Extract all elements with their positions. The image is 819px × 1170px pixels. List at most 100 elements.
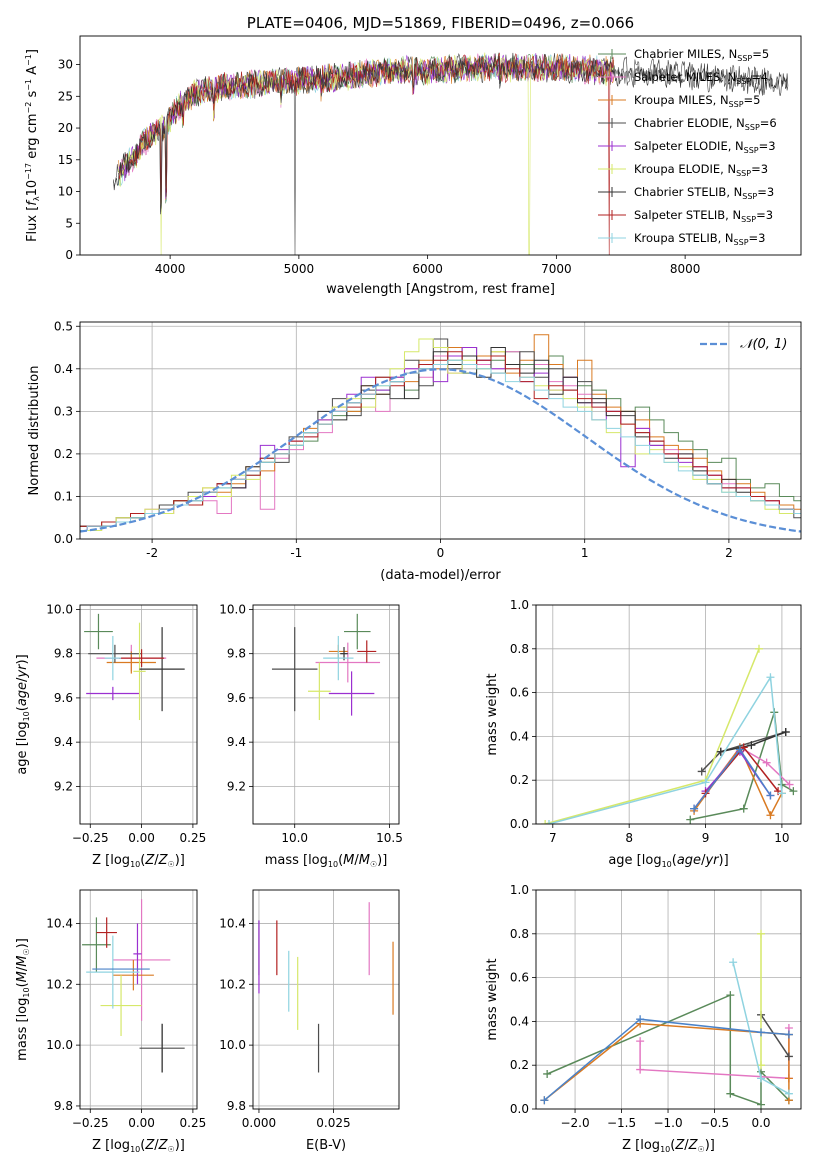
errorbar — [88, 644, 142, 663]
mass_vs_Z-axes: −0.25 0.00 0.25 9.8 10.0 10.2 10.4 — [46, 890, 206, 1130]
weight-series-line — [760, 1014, 790, 1057]
weight-point-marker — [726, 991, 735, 1000]
spectrum-legend: Chabrier MILES, NSSP=5 Salpeter MILES, NS… — [598, 47, 777, 247]
x-tick-label: 10.0 — [281, 831, 308, 845]
weight-point-marker — [739, 804, 748, 813]
weight-point-marker — [784, 1030, 793, 1039]
y-tick-label: 0.4 — [510, 729, 529, 743]
y-tick-label: 0.4 — [54, 362, 73, 376]
y-tick-label: 10.0 — [46, 1038, 73, 1052]
errorbar — [96, 917, 117, 948]
x-tick-label: 10.5 — [376, 831, 403, 845]
weight_vs_Z-y-axis-label: mass weight — [485, 958, 500, 1040]
y-tick-label: 1.0 — [510, 883, 529, 897]
y-tick-label: 0.4 — [510, 1014, 529, 1028]
x-tick-label: −0.5 — [700, 1116, 729, 1130]
weight-point-marker — [735, 745, 744, 754]
mass_vs_Z-errorbars — [82, 899, 185, 1073]
x-tick-label: 0.00 — [128, 831, 155, 845]
weight_vs_Z-x-axis-label: Z [log10(Z/Z☉)] — [622, 1138, 715, 1154]
y-tick-label: 9.2 — [227, 779, 246, 793]
errorbar — [104, 635, 122, 681]
weight-series-line — [693, 745, 783, 817]
x-tick-label: −0.25 — [72, 831, 109, 845]
mass_vs_Z-x-axis-label: Z [log10(Z/Z☉)] — [92, 1138, 185, 1154]
errorbar — [86, 935, 140, 1009]
weight-point-marker — [766, 791, 775, 800]
weight-series-line — [543, 1022, 790, 1101]
y-tick-label: 9.4 — [54, 735, 73, 749]
x-tick-label: 0.25 — [180, 831, 207, 845]
weight_vs_age-axes: 7 8 9 10 0.0 0.2 0.4 0.6 0.8 1.0 — [510, 598, 801, 845]
residual-histograms — [80, 334, 801, 533]
weight-point-marker — [543, 1069, 552, 1078]
y-tick-label: 10.4 — [46, 916, 73, 930]
errorbar — [112, 899, 171, 1021]
age_vs_Z-x-axis-label: Z [log10(Z/Z☉)] — [92, 853, 185, 869]
y-tick-label: 9.8 — [54, 1099, 73, 1113]
y-tick-label: 5 — [65, 216, 73, 230]
errorbar — [133, 923, 142, 985]
x-tick-label: 1 — [581, 546, 589, 560]
y-tick-label: 0.2 — [510, 773, 529, 787]
age_vs_Z-axes: −0.25 0.00 0.25 9.2 9.4 9.6 9.8 10.0 — [46, 602, 206, 845]
age_vs_mass-axes: 10.0 10.5 9.2 9.4 9.6 9.8 10.0 — [219, 602, 403, 845]
spectrum-series-line — [118, 52, 615, 255]
legend-label: Kroupa MILES, NSSP=5 — [634, 93, 760, 109]
spectrum-series-line — [113, 52, 789, 215]
weight-point-marker — [544, 820, 553, 824]
x-tick-label: 0 — [437, 546, 445, 560]
x-tick-label: 9 — [702, 831, 710, 845]
x-tick-label: 2 — [725, 546, 733, 560]
y-tick-label: 1.0 — [510, 598, 529, 612]
legend-label: Salpeter ELODIE, NSSP=3 — [634, 139, 776, 155]
y-tick-label: 9.8 — [54, 647, 73, 661]
weight-point-marker — [784, 1074, 793, 1083]
y-tick-label: 0.8 — [510, 642, 529, 656]
mass_vs_EBV-errorbars — [258, 902, 394, 1073]
weight-point-marker — [784, 1089, 793, 1098]
weight-point-marker — [636, 1015, 645, 1024]
errorbar — [357, 640, 377, 663]
weight_vs_age-frame — [535, 604, 802, 825]
errorbar — [315, 642, 381, 683]
y-tick-label: 0.6 — [510, 971, 529, 985]
y-tick-label: 15 — [58, 153, 73, 167]
weight-point-marker — [701, 778, 710, 787]
x-tick-label: −1.0 — [653, 1116, 682, 1130]
residuals-axes: -2 -1 0 1 2 0.0 0.1 0.2 0.3 0.4 0.5 — [54, 319, 801, 560]
errorbar — [271, 627, 318, 712]
weight_vs_age-x-axis-label: age [log10(age/yr)] — [608, 853, 728, 869]
legend-label: 𝒩(0, 1) — [740, 337, 787, 352]
errorbar — [323, 635, 354, 681]
errorbar — [328, 671, 375, 716]
mass_vs_EBV-x-axis-label: E(B-V) — [306, 1138, 346, 1153]
legend-label: Kroupa ELODIE, NSSP=3 — [634, 162, 768, 178]
x-tick-label: 7 — [549, 831, 557, 845]
y-tick-label: 9.6 — [54, 691, 73, 705]
errorbar — [84, 613, 113, 650]
weight-point-marker — [784, 1052, 793, 1061]
y-tick-label: 9.6 — [227, 691, 246, 705]
weight-point-marker — [541, 820, 550, 824]
y-tick-label: 9.4 — [227, 735, 246, 749]
x-tick-label: −2.0 — [560, 1116, 589, 1130]
age_vs_mass-frame — [252, 604, 400, 825]
legend-label: Chabrier ELODIE, NSSP=6 — [634, 116, 777, 132]
weight-point-marker — [766, 673, 775, 682]
y-tick-label: 10.2 — [219, 977, 246, 991]
y-tick-label: 20 — [58, 121, 73, 135]
histogram-step — [80, 351, 801, 527]
age_vs_mass-errorbars — [271, 613, 381, 721]
weight-point-marker — [747, 741, 756, 750]
x-tick-label: 8 — [625, 831, 633, 845]
weight-point-marker — [636, 1037, 645, 1046]
spectrum-title: PLATE=0406, MJD=51869, FIBERID=0496, z=0… — [247, 14, 634, 32]
y-tick-label: 10 — [58, 185, 73, 199]
weight_vs_Z-lines — [540, 929, 793, 1109]
x-tick-label: 0.0 — [751, 1116, 770, 1130]
x-tick-label: 5000 — [284, 262, 315, 276]
errorbar — [112, 959, 154, 991]
errorbar — [133, 622, 146, 721]
y-tick-label: 0.2 — [510, 1058, 529, 1072]
